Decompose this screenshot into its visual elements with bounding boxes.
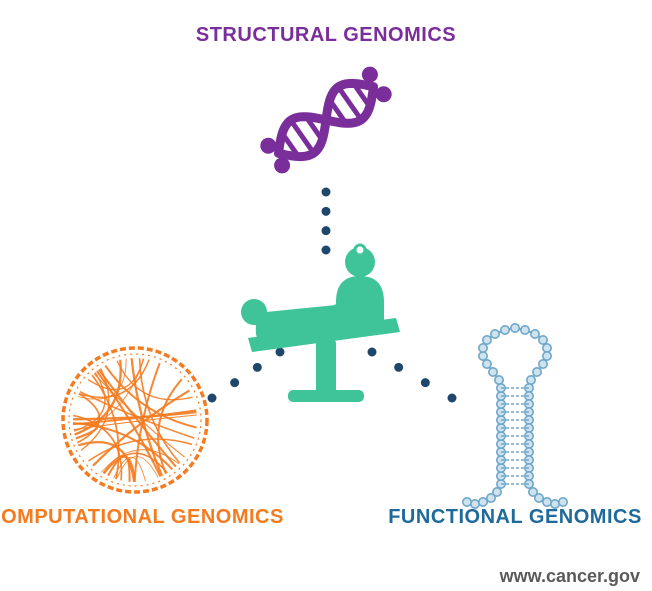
- structural-genomics-label: STRUCTURAL GENOMICS: [196, 24, 456, 47]
- dna-icon: [257, 63, 395, 176]
- functional-genomics-label: FUNCTIONAL GENOMICS: [388, 506, 642, 529]
- diagram-canvas: [0, 0, 652, 591]
- footer-url: www.cancer.gov: [500, 566, 640, 587]
- computational-genomics-label: COMPUTATIONAL GENOMICS: [0, 506, 284, 529]
- genome-circle-icon: [63, 348, 207, 492]
- patient-surgeon-icon: [241, 245, 400, 402]
- rna-hairpin-icon: [463, 324, 567, 508]
